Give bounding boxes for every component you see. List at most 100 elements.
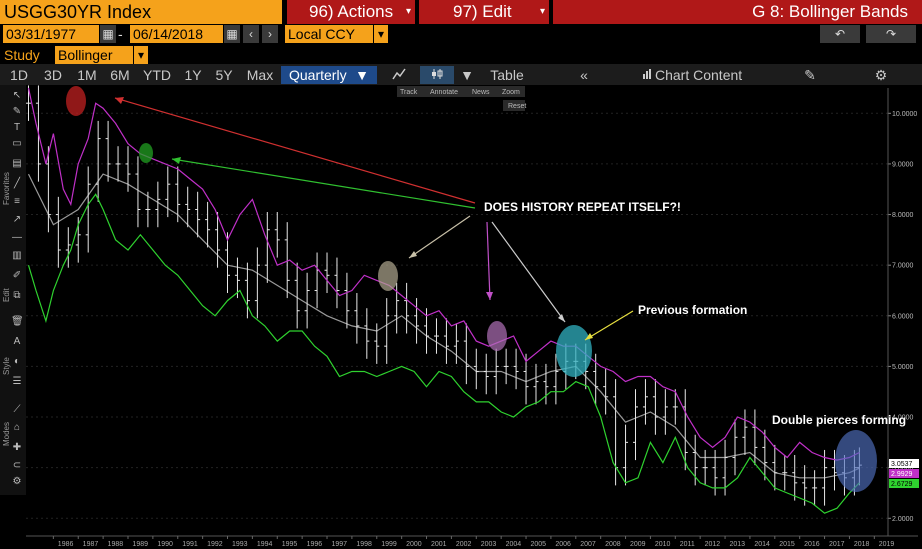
trash-icon[interactable]: 🗑 <box>11 316 24 327</box>
line-style-icon[interactable]: ☰ <box>12 376 22 387</box>
calendar-icon[interactable]: ▦ <box>100 25 116 43</box>
frequency-label: Quarterly <box>289 67 347 83</box>
news-button[interactable]: News <box>472 89 490 96</box>
dropdown-arrow-icon[interactable]: ▾ <box>374 25 388 43</box>
x-tick-label: 2019 <box>879 541 895 548</box>
annotate-button[interactable]: Annotate <box>430 89 458 96</box>
frequency-dropdown[interactable]: Quarterly ▼ <box>281 66 377 84</box>
chart-content-icon <box>640 66 654 84</box>
end-date-field[interactable]: 06/14/2018 <box>130 25 223 43</box>
period-5y[interactable]: 5Y <box>215 67 233 83</box>
highlight-circle-tan <box>378 261 398 291</box>
x-tick-label: 2008 <box>605 541 621 548</box>
x-axis: 1986 1987 1988 1989 1990 1991 1992 1993 1994 1995… <box>26 535 918 548</box>
lock-icon[interactable]: ⌂ <box>13 422 21 433</box>
x-tick-label: 2010 <box>655 541 671 548</box>
line-tool-icon[interactable]: ╱ <box>13 178 21 189</box>
highlight-circle-green <box>139 143 153 163</box>
y-tick-label: 6.0000 <box>892 313 914 320</box>
settings-icon[interactable]: ⚙ <box>12 476 22 487</box>
x-tick-label: 1991 <box>182 541 198 548</box>
period-max[interactable]: Max <box>246 67 274 83</box>
period-1d[interactable]: 1D <box>10 67 28 83</box>
arrow-tool-icon[interactable]: ↗ <box>12 214 22 225</box>
candle-chart-icon[interactable] <box>420 66 454 84</box>
x-tick-label: 2016 <box>804 541 820 548</box>
grid-tool-icon[interactable]: ▤ <box>12 158 22 169</box>
x-tick-label: 2017 <box>829 541 845 548</box>
last-value-badges: 3.0537 2.9929 2.6729 <box>889 459 919 488</box>
reset-button[interactable]: Reset <box>508 103 526 110</box>
dropdown-arrow-icon: ▾ <box>539 6 545 17</box>
pen-icon[interactable]: ✎ <box>12 106 22 117</box>
magnet-icon[interactable]: ⊂ <box>12 460 22 471</box>
chevron-right-icon[interactable]: › <box>262 25 278 43</box>
period-1m[interactable]: 1M <box>77 67 97 83</box>
x-tick-label: 1999 <box>381 541 397 548</box>
study-field[interactable]: Bollinger <box>55 46 133 64</box>
chevron-left-icon[interactable]: ‹ <box>243 25 259 43</box>
color-fill-icon[interactable]: ◐ <box>13 356 21 367</box>
channel-tool-icon[interactable]: ▥ <box>12 250 22 261</box>
redo-icon[interactable]: ↷ <box>866 25 916 43</box>
fib-tool-icon[interactable]: ≡ <box>14 196 20 207</box>
price-last-value: 3.0537 <box>891 461 913 468</box>
period-6m[interactable]: 6M <box>110 67 130 83</box>
table-button[interactable]: Table <box>490 67 524 83</box>
highlight-circle-teal <box>556 325 592 377</box>
edit-menu[interactable]: 97) Edit ▾ <box>419 0 549 24</box>
start-date-field[interactable]: 03/31/1977 <box>3 25 99 43</box>
dropdown-arrow-icon[interactable]: ▾ <box>134 46 148 64</box>
chart-content-button[interactable]: Chart Content <box>655 67 743 83</box>
price-last-badge <box>889 459 919 468</box>
line-chart-icon[interactable] <box>386 66 412 84</box>
copy-icon[interactable]: ⧉ <box>13 290 21 301</box>
currency-field[interactable]: Local CCY <box>285 25 373 43</box>
period-1y[interactable]: 1Y <box>184 67 202 83</box>
y-tick-label: 5.0000 <box>892 364 914 371</box>
shape-tool-icon[interactable]: ▭ <box>12 138 22 149</box>
tool-sidebar <box>0 85 26 495</box>
crosshair-icon[interactable]: ✚ <box>12 442 22 453</box>
edit-icon[interactable]: ✎ <box>804 67 816 83</box>
x-tick-label: 2006 <box>555 541 571 548</box>
hline-tool-icon[interactable]: — <box>12 232 22 243</box>
x-tick-label: 2001 <box>431 541 447 548</box>
actions-menu[interactable]: 96) Actions ▾ <box>287 0 415 24</box>
y-tick-label: 8.0000 <box>892 212 914 219</box>
calendar-icon[interactable]: ▦ <box>224 25 240 43</box>
pointer-icon[interactable]: ↖ <box>12 90 22 101</box>
previous-formation-annotation: Previous formation <box>638 303 747 317</box>
ma-last-value: 2.9929 <box>891 471 913 478</box>
gear-icon[interactable]: ⚙ <box>874 67 888 83</box>
x-tick-label: 1989 <box>132 541 148 548</box>
period-3d[interactable]: 3D <box>44 67 62 83</box>
x-tick-label: 2002 <box>456 541 472 548</box>
x-tick-label: 2013 <box>729 541 745 548</box>
collapse-icon[interactable]: « <box>580 67 588 83</box>
brush-icon[interactable]: ✐ <box>12 270 22 281</box>
x-tick-label: 1993 <box>232 541 248 548</box>
undo-icon[interactable]: ↶ <box>820 25 860 43</box>
slash-tool-icon[interactable]: ⟋ <box>13 404 21 415</box>
period-ytd[interactable]: YTD <box>143 67 171 83</box>
x-tick-label: 2007 <box>580 541 596 548</box>
track-button[interactable]: Track <box>400 89 418 96</box>
y-tick-label: 3.0000 <box>892 465 914 472</box>
x-tick-label: 1996 <box>307 541 323 548</box>
text-style-icon[interactable]: A <box>13 336 21 347</box>
dropdown-arrow-icon: ▾ <box>405 6 411 17</box>
dropdown-arrow-icon[interactable]: ▼ <box>460 67 474 83</box>
text-tool-icon[interactable]: T <box>13 122 21 133</box>
moving-average-line <box>27 173 860 479</box>
ticker-field[interactable]: USGG30YR Index <box>0 0 282 24</box>
lower-last-value: 2.6729 <box>891 481 913 488</box>
dropdown-arrow-icon: ▼ <box>355 67 369 83</box>
x-tick-label: 2012 <box>705 541 721 548</box>
lower-band-line <box>27 193 860 514</box>
zoom-button[interactable]: Zoom <box>502 89 520 96</box>
ma-last-badge <box>889 469 919 478</box>
history-annotation: DOES HISTORY REPEAT ITSELF?! <box>484 200 681 214</box>
x-tick-label: 2005 <box>530 541 546 548</box>
